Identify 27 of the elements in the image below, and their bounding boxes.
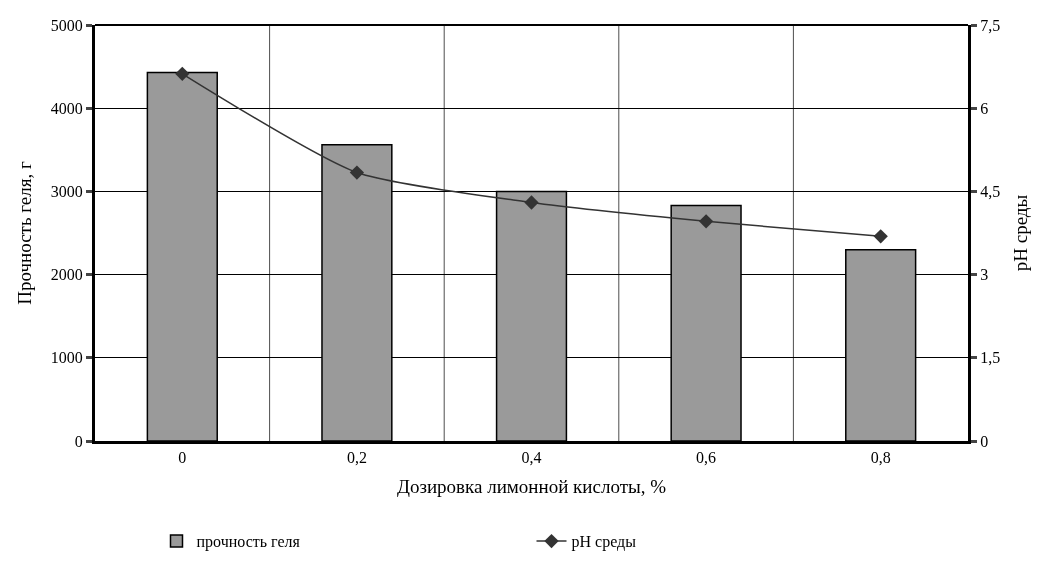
x-tick-label: 0,6 [696, 449, 717, 467]
legend-label: pH среды [571, 533, 637, 552]
x-tick-label: 0,8 [870, 449, 891, 467]
y2-tick-label: 1,5 [980, 349, 1001, 367]
point [524, 195, 539, 210]
y-tick-label: 0 [74, 432, 83, 450]
point [698, 214, 714, 229]
point [873, 229, 888, 244]
y2-tick-label: 3 [980, 266, 989, 284]
point [349, 165, 365, 180]
y-tick-label: 3000 [50, 183, 83, 200]
y-tick-label: 5000 [50, 16, 83, 34]
y2-tick-label: 4,5 [980, 183, 1001, 200]
y2-tick-label: 7,5 [980, 16, 1001, 34]
y2-tick-label: 0 [980, 432, 989, 450]
point [175, 66, 190, 81]
x-tick-label: 0,2 [346, 449, 367, 467]
y2-axis-title: pH среды [1010, 194, 1031, 272]
y2-tick-label: 6 [980, 99, 989, 117]
y-tick-label: 2000 [50, 266, 83, 284]
legend-label: прочность геля [196, 533, 301, 552]
y-tick-label: 1000 [50, 349, 83, 367]
x-tick-label: 0 [178, 449, 187, 467]
x-axis-title: Дозировка лимонной кислоты, % [396, 476, 667, 497]
x-tick-label: 0,4 [521, 449, 542, 467]
y-axis-title: Прочность геля, г [13, 161, 35, 305]
y-tick-label: 4000 [50, 99, 83, 117]
